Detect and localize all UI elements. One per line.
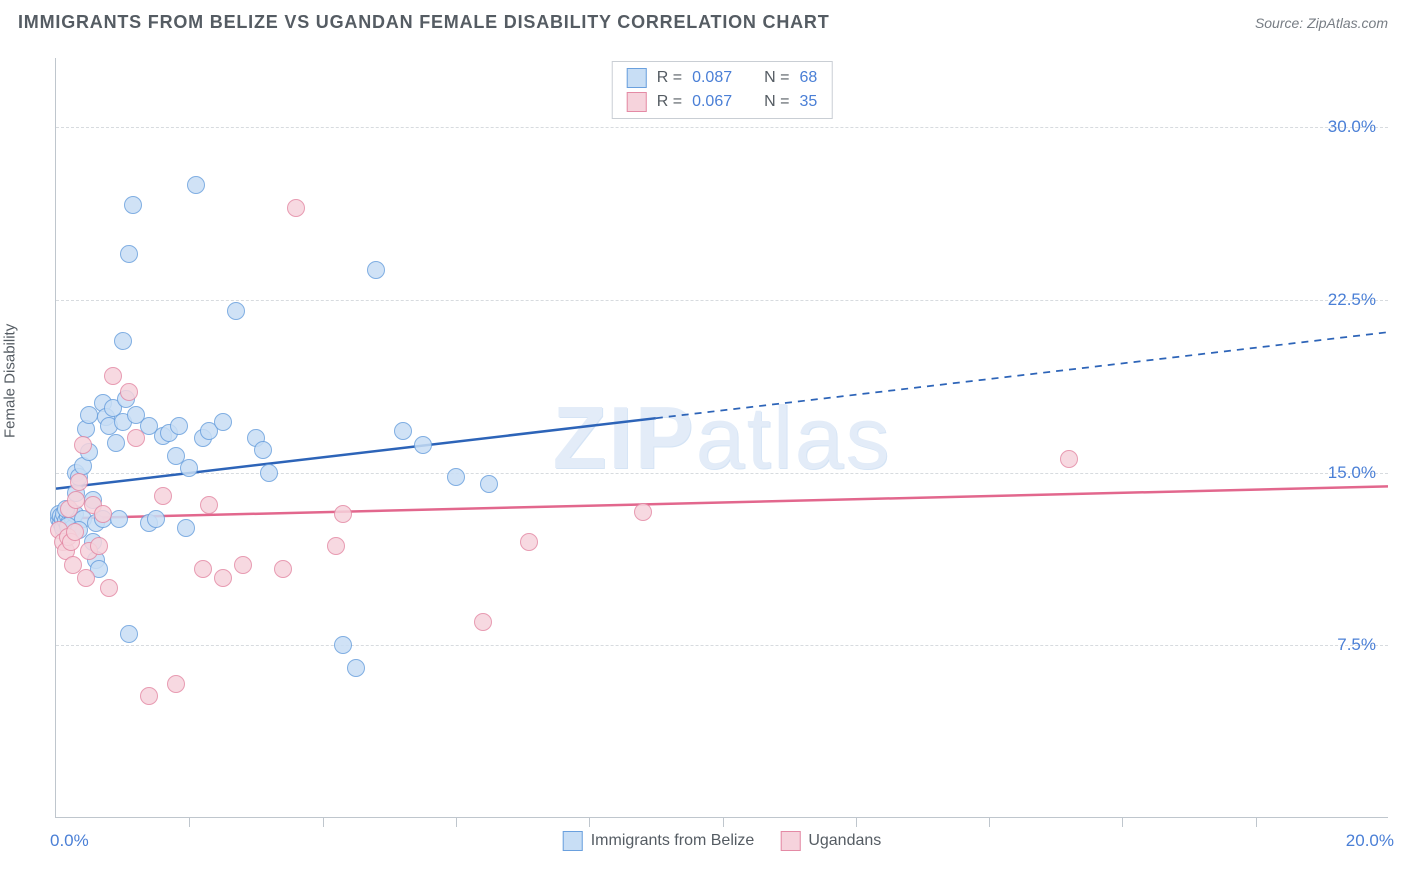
scatter-point <box>66 523 84 541</box>
scatter-point <box>177 519 195 537</box>
scatter-point <box>447 468 465 486</box>
x-tick <box>1122 817 1123 827</box>
plot-area: ZIPatlas Female Disability R = 0.087 N =… <box>55 58 1388 818</box>
x-tick <box>456 817 457 827</box>
scatter-point <box>180 459 198 477</box>
scatter-point <box>127 429 145 447</box>
scatter-point <box>214 413 232 431</box>
legend-item: Immigrants from Belize <box>563 831 755 851</box>
scatter-point <box>170 417 188 435</box>
scatter-point <box>367 261 385 279</box>
x-tick <box>989 817 990 827</box>
x-tick <box>856 817 857 827</box>
x-tick <box>1256 817 1257 827</box>
scatter-point <box>120 383 138 401</box>
scatter-point <box>474 613 492 631</box>
legend-swatch-icon <box>563 831 583 851</box>
scatter-point <box>67 491 85 509</box>
scatter-point <box>74 436 92 454</box>
scatter-point <box>107 434 125 452</box>
scatter-point <box>94 505 112 523</box>
scatter-point <box>140 687 158 705</box>
scatter-point <box>634 503 652 521</box>
x-axis-min-label: 0.0% <box>50 831 89 851</box>
y-axis-title: Female Disability <box>2 323 19 437</box>
scatter-point <box>90 537 108 555</box>
scatter-point <box>154 487 172 505</box>
header-bar: IMMIGRANTS FROM BELIZE VS UGANDAN FEMALE… <box>18 12 1388 33</box>
scatter-point <box>227 302 245 320</box>
x-tick <box>189 817 190 827</box>
chart-title: IMMIGRANTS FROM BELIZE VS UGANDAN FEMALE… <box>18 12 830 33</box>
scatter-point <box>394 422 412 440</box>
scatter-point <box>254 441 272 459</box>
source-credit: Source: ZipAtlas.com <box>1255 15 1388 31</box>
scatter-point <box>187 176 205 194</box>
scatter-point <box>120 245 138 263</box>
plot-container: ZIPatlas Female Disability R = 0.087 N =… <box>55 58 1388 818</box>
scatter-point <box>520 533 538 551</box>
legend-series: Immigrants from Belize Ugandans <box>563 831 882 851</box>
scatter-point <box>70 473 88 491</box>
scatter-point <box>120 625 138 643</box>
scatter-point <box>260 464 278 482</box>
scatter-point <box>77 569 95 587</box>
scatter-point <box>334 636 352 654</box>
x-tick <box>723 817 724 827</box>
scatter-point <box>110 510 128 528</box>
scatter-point <box>214 569 232 587</box>
scatter-point <box>334 505 352 523</box>
trend-line <box>56 486 1388 518</box>
scatter-point <box>234 556 252 574</box>
scatter-point <box>194 560 212 578</box>
legend-swatch-icon <box>780 831 800 851</box>
scatter-point <box>1060 450 1078 468</box>
scatter-point <box>200 496 218 514</box>
scatter-point <box>114 332 132 350</box>
scatter-point <box>287 199 305 217</box>
scatter-point <box>167 675 185 693</box>
scatter-point <box>100 579 118 597</box>
scatter-point <box>124 196 142 214</box>
x-tick <box>589 817 590 827</box>
x-axis-max-label: 20.0% <box>1346 831 1394 851</box>
x-tick <box>323 817 324 827</box>
scatter-point <box>104 367 122 385</box>
scatter-point <box>347 659 365 677</box>
scatter-point <box>327 537 345 555</box>
legend-item: Ugandans <box>780 831 881 851</box>
scatter-point <box>147 510 165 528</box>
scatter-point <box>480 475 498 493</box>
scatter-point <box>414 436 432 454</box>
scatter-point <box>274 560 292 578</box>
trend-line-dashed <box>656 332 1388 418</box>
